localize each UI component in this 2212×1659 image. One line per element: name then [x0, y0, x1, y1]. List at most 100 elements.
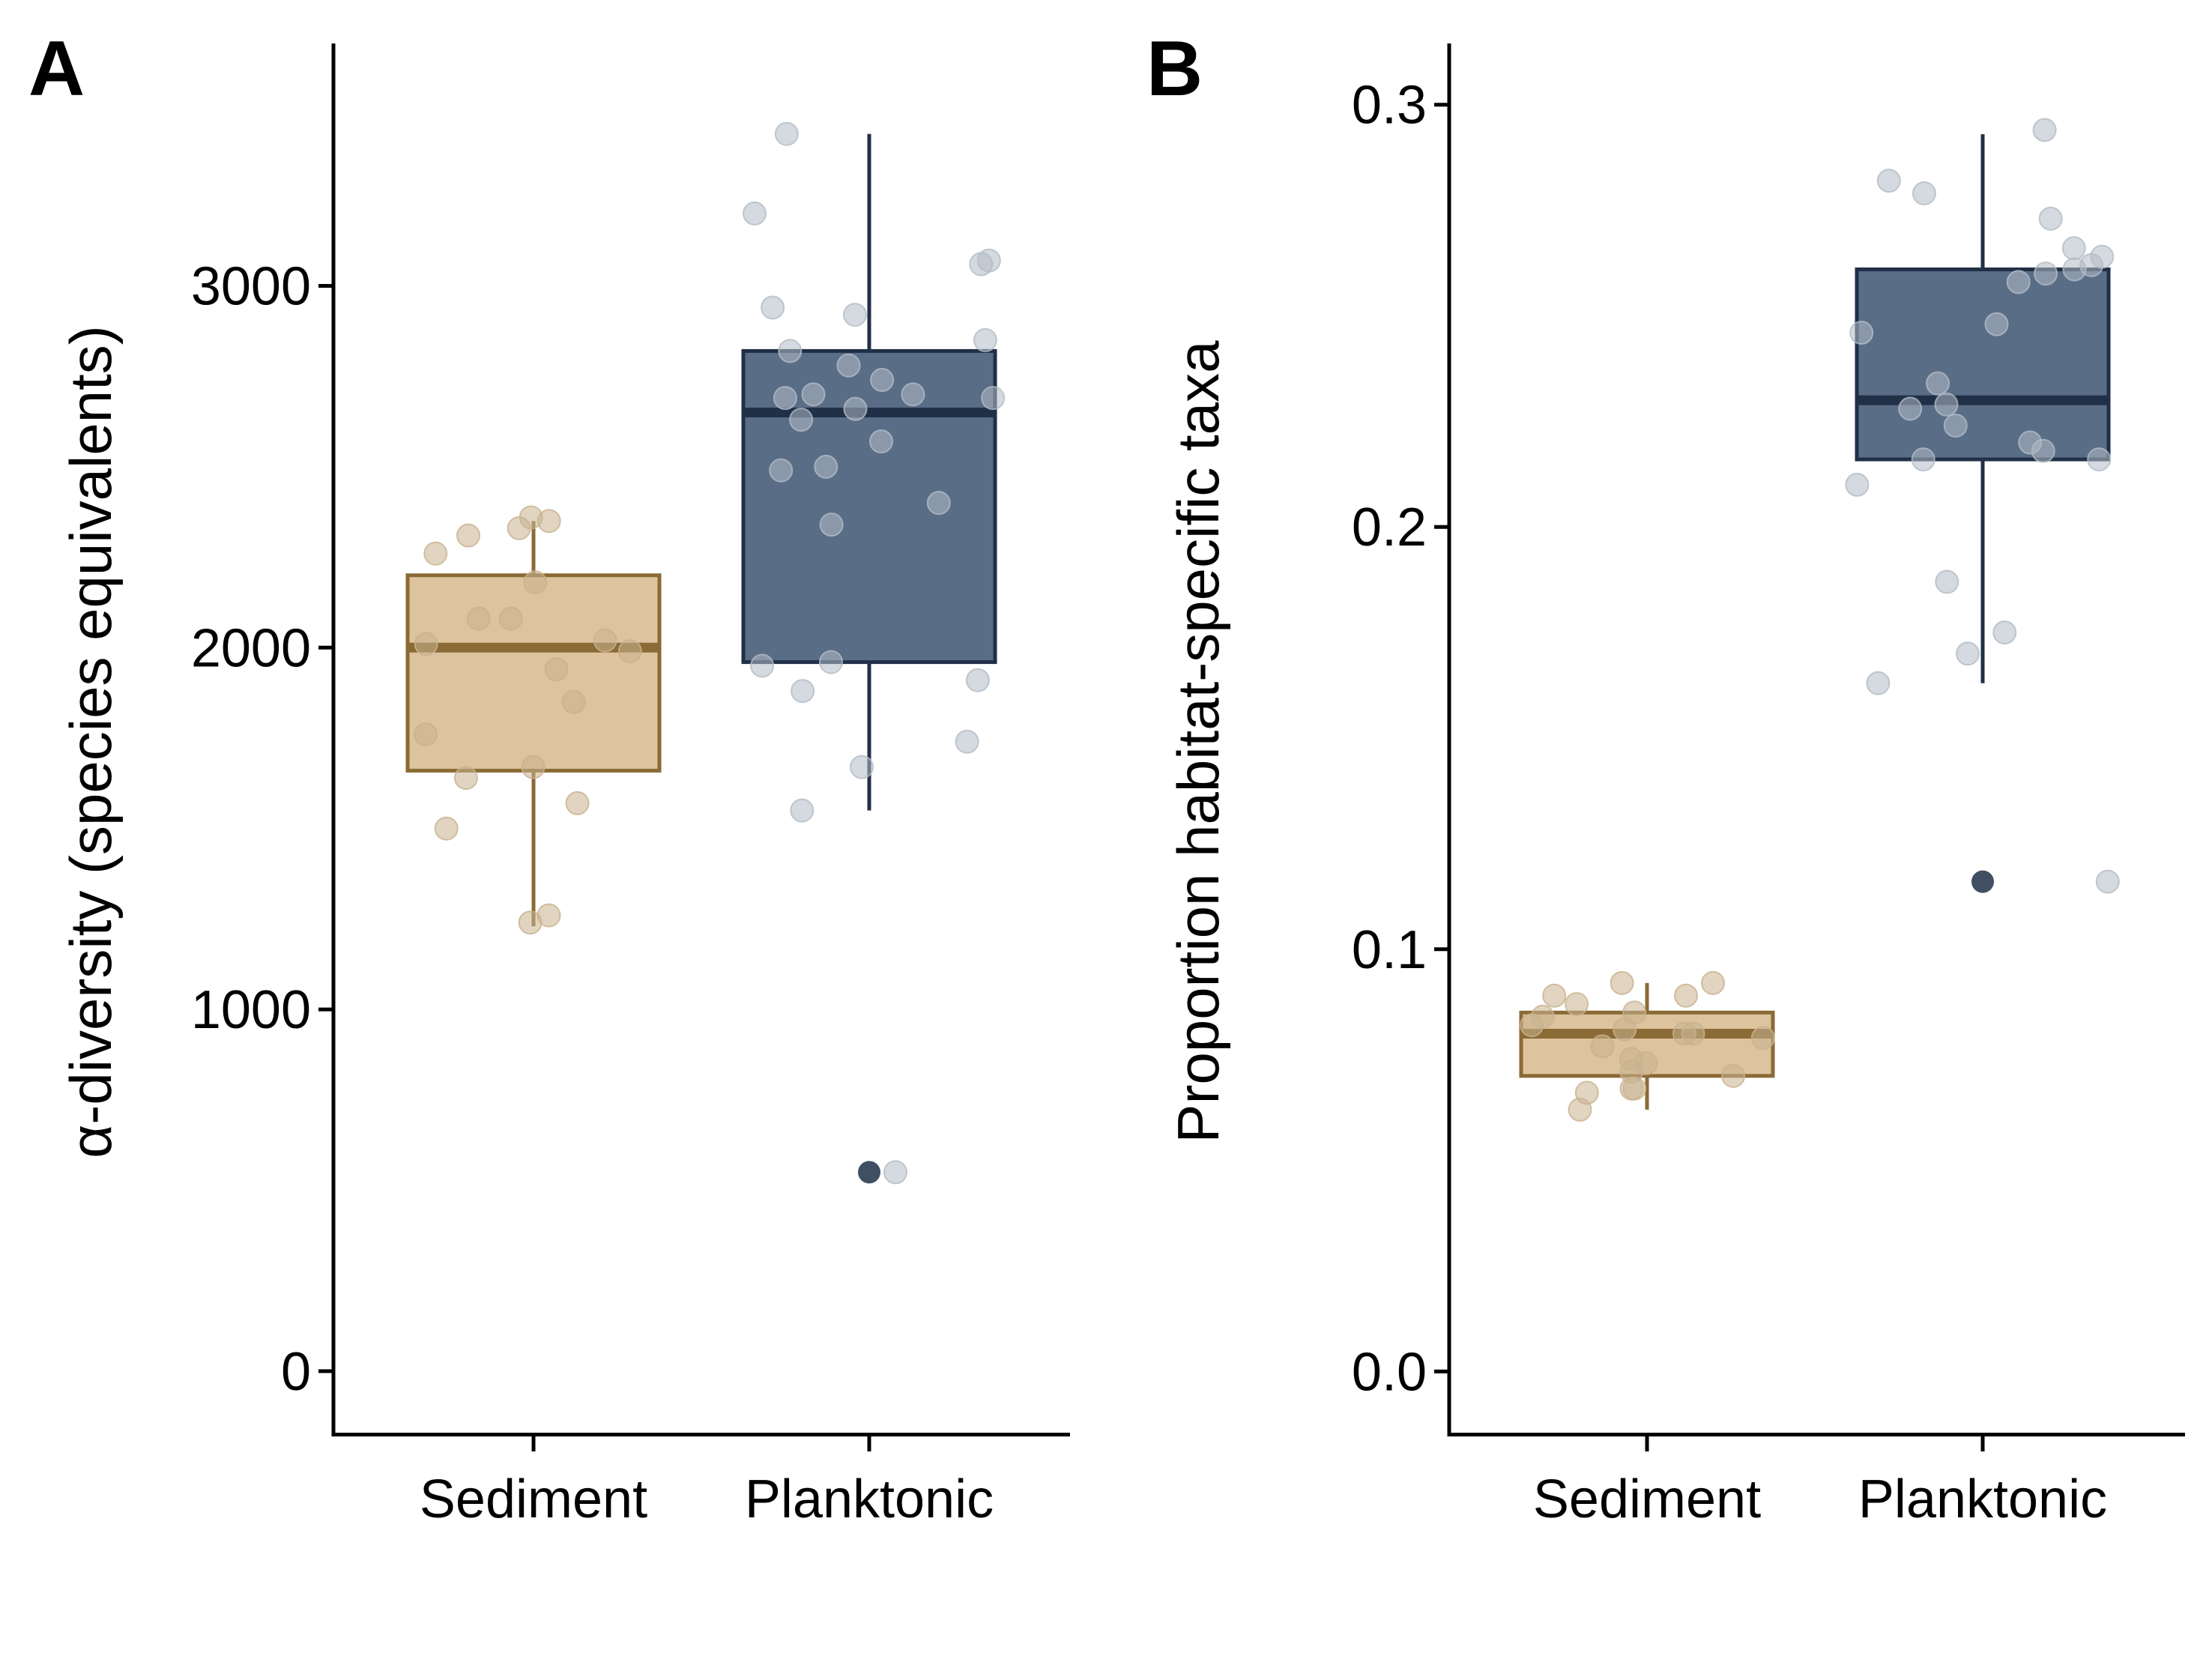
jitter-point: [537, 509, 561, 534]
jitter-point: [1845, 472, 1870, 497]
jitter-point: [1750, 1026, 1775, 1051]
b-y-tick-label: 0.0: [1352, 1342, 1427, 1402]
jitter-point: [2006, 270, 2031, 294]
panel-a-label: A: [28, 25, 85, 112]
outlier-point: [1971, 870, 1994, 893]
jitter-point: [1619, 1076, 1644, 1101]
box-iqr: [1855, 267, 2111, 462]
jitter-point: [498, 606, 523, 631]
jitter-point: [981, 386, 1006, 411]
a-box-planktonic: [741, 121, 1006, 1185]
jitter-point: [976, 248, 1001, 273]
a-x-tick-label-planktonic: Planktonic: [745, 1469, 994, 1529]
jitter-point: [843, 396, 868, 421]
jitter-point: [789, 408, 814, 432]
jitter-point: [778, 339, 803, 363]
jitter-point: [507, 516, 531, 540]
panel-a-y-ticks: 0 1000 2000 3000: [191, 256, 333, 1402]
jitter-point: [1610, 970, 1634, 995]
jitter-point: [791, 679, 815, 704]
jitter-point: [1934, 392, 1959, 417]
b-x-tick-label-planktonic: Planktonic: [1858, 1469, 2107, 1529]
jitter-point: [1926, 371, 1950, 396]
jitter-point: [523, 570, 548, 595]
panel-b-x-ticks: Sediment Planktonic: [1533, 1436, 2107, 1529]
jitter-point: [2031, 438, 2055, 463]
jitter-point: [769, 458, 794, 483]
panel-b-plot-area: [1519, 118, 2120, 1122]
jitter-point: [617, 639, 642, 664]
jitter-point: [883, 1160, 907, 1185]
jitter-point: [414, 722, 438, 747]
jitter-point: [2032, 118, 2057, 142]
panel-a-x-ticks: Sediment Planktonic: [420, 1436, 994, 1529]
jitter-point: [743, 201, 767, 226]
jitter-point: [1565, 992, 1589, 1017]
jitter-point: [773, 386, 797, 411]
a-y-tick-label: 0: [281, 1342, 311, 1402]
jitter-point: [850, 755, 874, 779]
jitter-point: [544, 657, 569, 682]
jitter-point: [1542, 983, 1567, 1008]
jitter-point: [926, 491, 951, 516]
a-y-tick-label: 1000: [191, 980, 311, 1040]
jitter-point: [973, 327, 997, 352]
jitter-point: [565, 791, 590, 815]
jitter-point: [466, 606, 491, 631]
jitter-point: [761, 295, 785, 320]
jitter-point: [1992, 620, 2017, 645]
jitter-point: [518, 910, 543, 935]
box-iqr: [405, 573, 662, 773]
jitter-point: [593, 628, 617, 653]
a-box-sediment: [405, 505, 662, 935]
jitter-point: [2095, 869, 2120, 894]
jitter-point: [1866, 671, 1891, 695]
panel-b: B Proportion habitat-specific taxa 0.00.…: [1146, 25, 2185, 1529]
jitter-point: [1943, 413, 1968, 438]
jitter-point: [955, 729, 979, 754]
jitter-point: [2038, 206, 2063, 231]
b-y-tick-label: 0.1: [1352, 920, 1427, 980]
jitter-point: [1701, 970, 1725, 995]
jitter-point: [1520, 1013, 1544, 1038]
jitter-point: [843, 303, 867, 327]
panel-b-label: B: [1146, 25, 1203, 112]
jitter-point: [1674, 983, 1698, 1008]
jitter-point: [790, 798, 815, 823]
jitter-point: [1590, 1034, 1615, 1059]
panel-a-y-axis-title: α-diversity (species equivalents): [58, 325, 124, 1158]
jitter-point: [1912, 181, 1936, 206]
jitter-point: [2062, 257, 2087, 282]
jitter-point: [1721, 1063, 1746, 1088]
jitter-point: [836, 353, 861, 378]
outlier-point: [858, 1161, 880, 1184]
jitter-point: [1849, 321, 1874, 345]
jitter-point: [521, 755, 546, 779]
jitter-point: [2061, 236, 2086, 261]
jitter-point: [1672, 1021, 1696, 1046]
jitter-point: [1876, 169, 1901, 193]
a-x-tick-label-sediment: Sediment: [420, 1469, 647, 1529]
jitter-point: [1984, 312, 2009, 336]
jitter-point: [819, 513, 844, 537]
jitter-point: [453, 766, 478, 791]
jitter-point: [901, 382, 925, 407]
b-y-tick-label: 0.3: [1352, 76, 1427, 136]
jitter-point: [814, 454, 838, 479]
b-box-sediment: [1519, 970, 1775, 1122]
b-y-tick-label: 0.2: [1352, 498, 1427, 557]
jitter-point: [414, 632, 438, 656]
jitter-point: [819, 650, 843, 674]
jitter-point: [1568, 1097, 1592, 1122]
jitter-point: [1898, 396, 1923, 421]
jitter-point: [1935, 569, 1959, 594]
jitter-point: [434, 816, 459, 841]
a-y-tick-label: 2000: [191, 618, 311, 678]
jitter-point: [965, 668, 990, 692]
jitter-point: [1613, 1017, 1637, 1042]
b-x-tick-label-sediment: Sediment: [1533, 1469, 1761, 1529]
b-box-planktonic: [1845, 118, 2120, 894]
jitter-point: [869, 429, 893, 454]
panel-a-plot-area: [405, 121, 1006, 1185]
